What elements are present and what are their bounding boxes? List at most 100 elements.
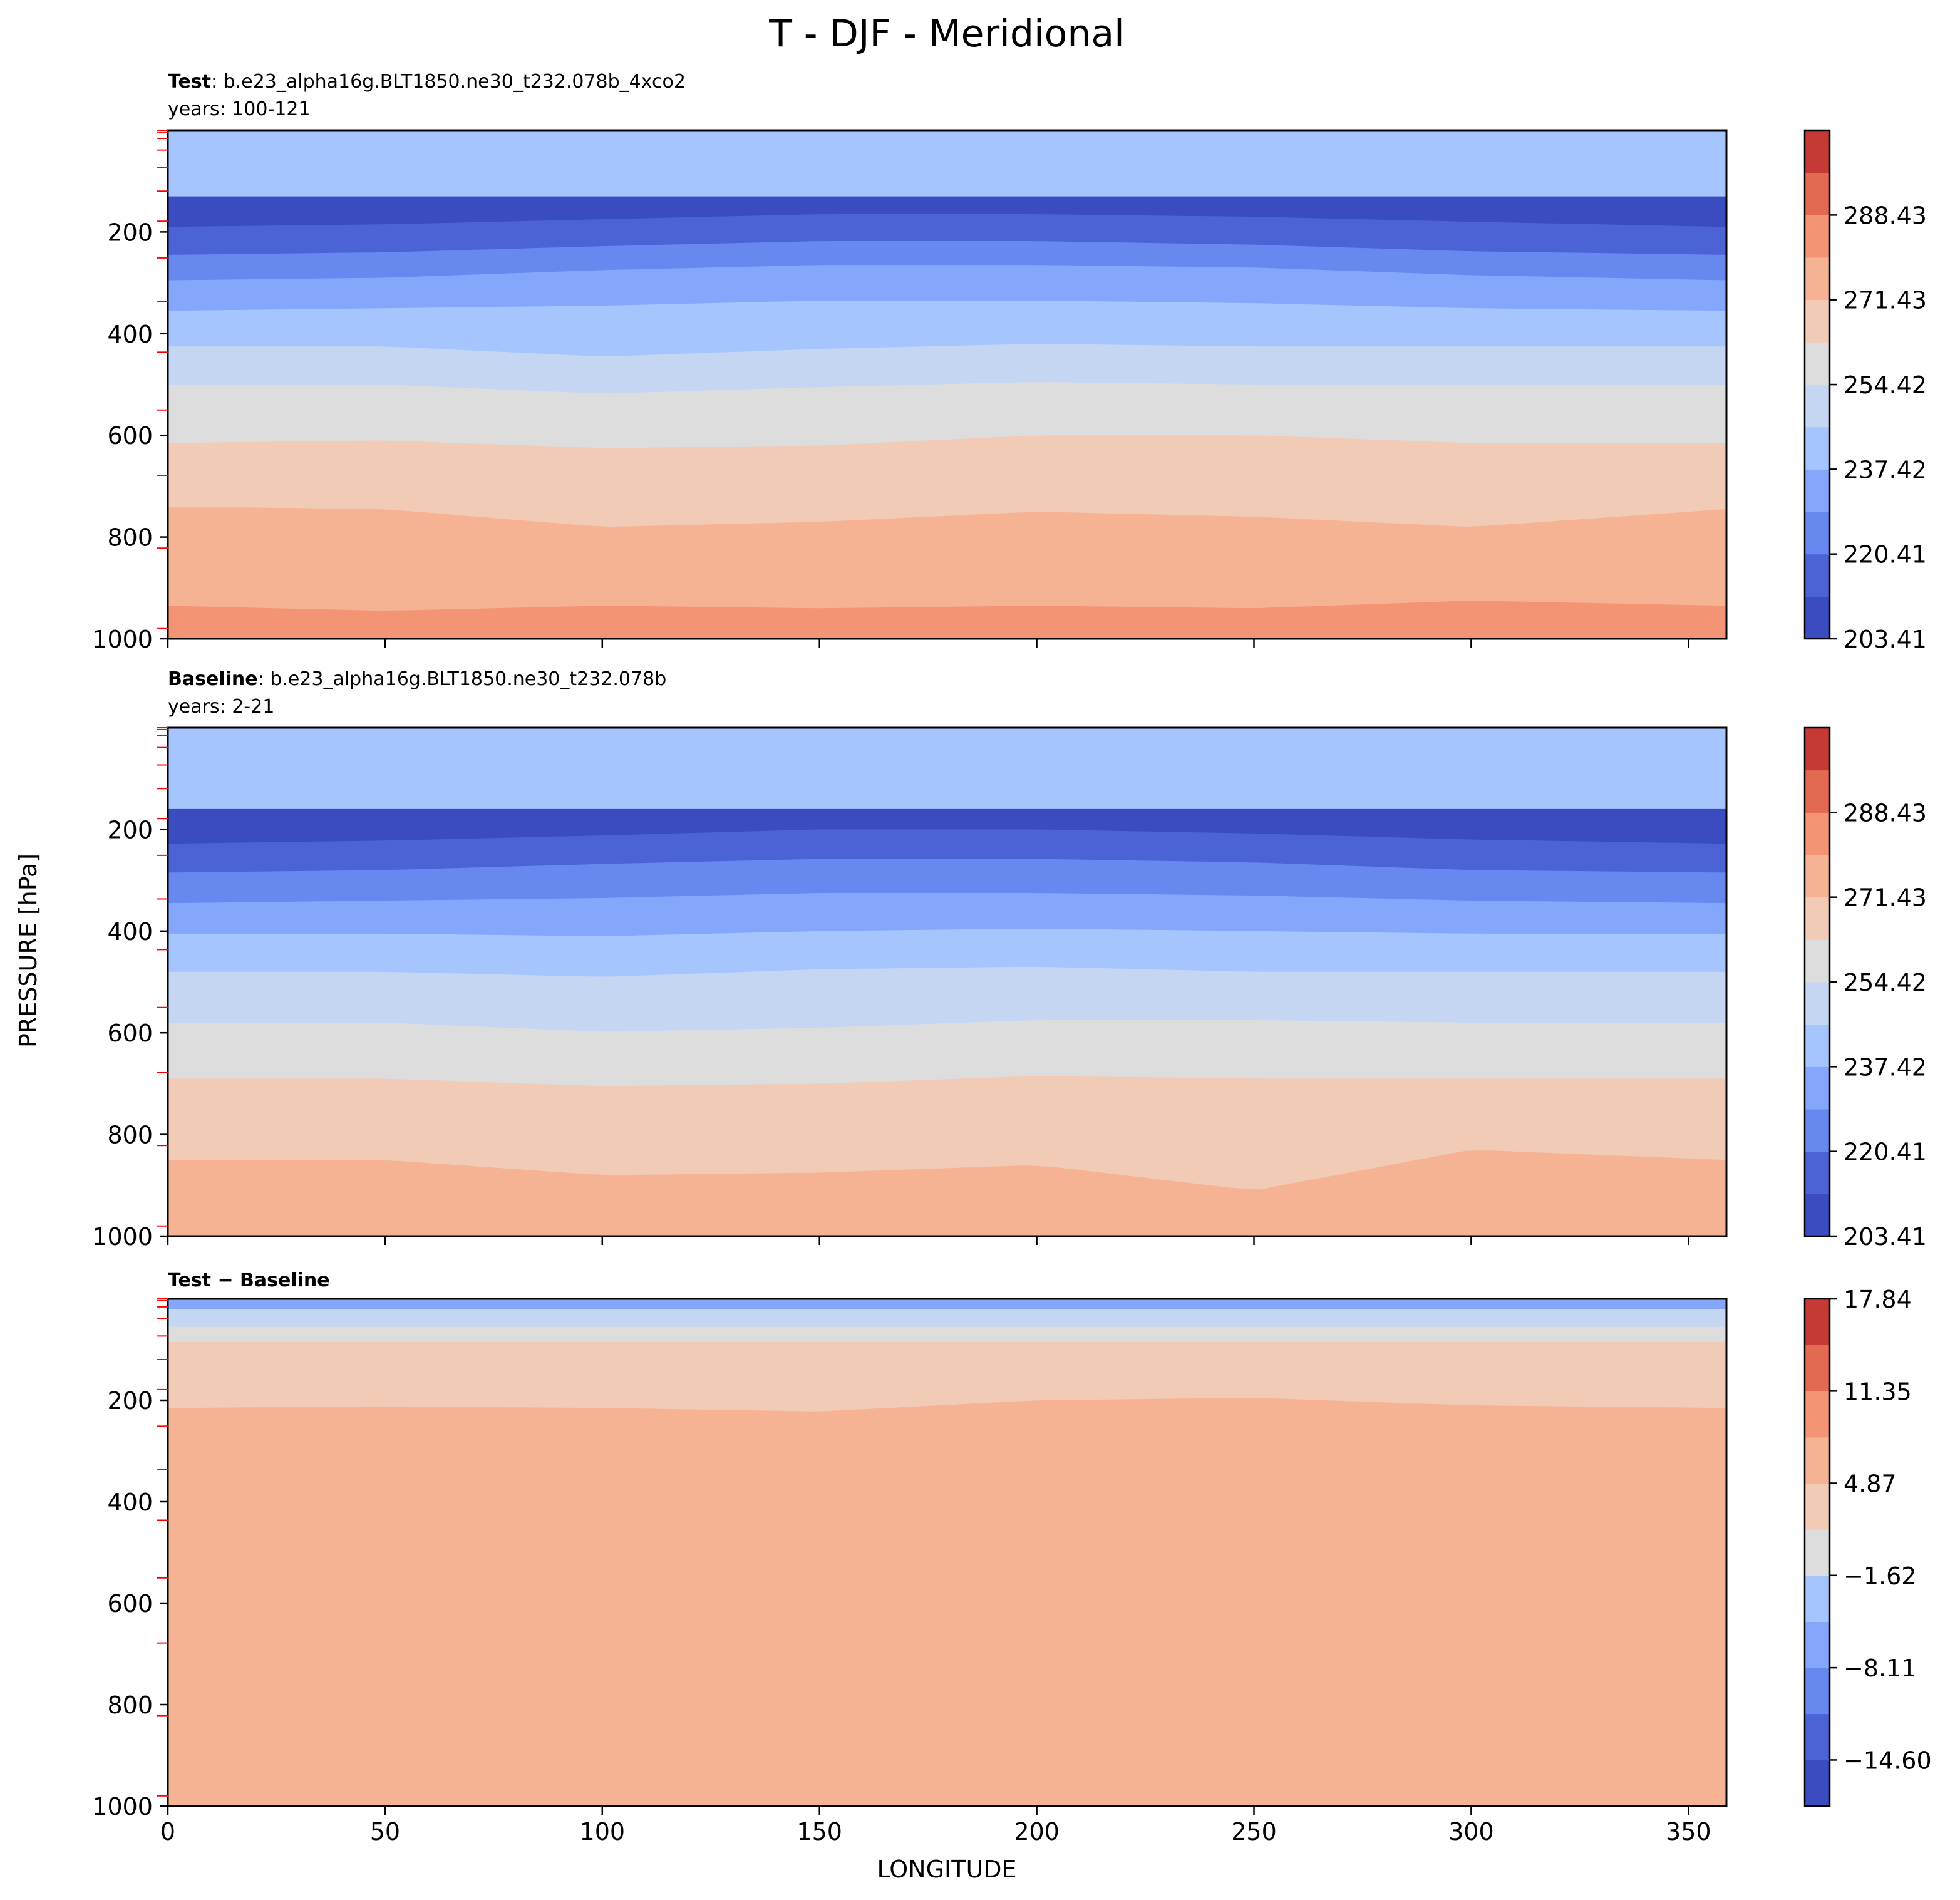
colorbar-segment	[1805, 426, 1830, 470]
y-tick-label: 800	[107, 1691, 153, 1719]
panel-years: years: 100-121	[168, 98, 311, 120]
colorbar-segment	[1805, 511, 1830, 555]
colorbar-tick-label: −1.62	[1844, 1562, 1916, 1590]
y-axis-label: PRESSURE [hPa]	[14, 854, 42, 1048]
y-tick-label: 600	[107, 1020, 153, 1047]
colorbar-frame	[1803, 1298, 1831, 1807]
colorbar-tick-label: 271.43	[1844, 884, 1927, 912]
colorbar-tick-label: 4.87	[1844, 1470, 1897, 1497]
y-tick-label: 1000	[92, 1223, 153, 1251]
y-tick-label: 800	[107, 1122, 153, 1149]
x-tick-label: 300	[1448, 1818, 1494, 1846]
y-tick-label: 400	[107, 321, 153, 348]
y-tick-label: 600	[107, 422, 153, 450]
colorbar-segment	[1805, 1529, 1830, 1576]
contour-field	[168, 1299, 1726, 1806]
panel-case-name: : b.e23_alpha16g.BLT1850.ne30_t232.078b	[258, 668, 667, 690]
colorbar-segment	[1805, 812, 1830, 855]
colorbar-segment	[1805, 1437, 1830, 1484]
colorbar-segment	[1805, 1299, 1830, 1346]
colorbar-segment	[1805, 299, 1830, 343]
colorbar-segment	[1805, 1066, 1830, 1110]
colorbar-tick-label: 203.41	[1844, 1223, 1927, 1251]
x-tick-label: 350	[1666, 1818, 1711, 1846]
colorbar-tick-label: 254.42	[1844, 371, 1927, 399]
colorbar-segment	[1805, 1024, 1830, 1067]
colorbar-tick-label: 17.84	[1844, 1286, 1912, 1313]
figure-title: T - DJF - Meridional	[768, 12, 1125, 56]
y-tick-label: 400	[107, 918, 153, 946]
colorbar-tick-label: 288.43	[1844, 799, 1927, 827]
y-tick-label: 200	[107, 1387, 153, 1415]
colorbar-tick-label: −14.60	[1844, 1747, 1932, 1774]
colorbar-segment	[1805, 1483, 1830, 1530]
plot-frame	[167, 726, 1728, 1237]
panel-difference: 200 400 600 800 1000 0 50 100 150 200 250 300 350 Tes…	[92, 1269, 1931, 1846]
panel-case-name: : b.e23_alpha16g.BLT1850.ne30_t232.078b_…	[211, 71, 686, 93]
colorbar-tick-label: 237.42	[1844, 1053, 1927, 1081]
panel-years: years: 2-21	[168, 696, 274, 718]
colorbar-segment	[1805, 1713, 1830, 1760]
colorbar-segment	[1805, 554, 1830, 597]
colorbar-segment	[1805, 1194, 1830, 1237]
colorbar-segment	[1805, 1668, 1830, 1715]
x-axis-label: LONGITUDE	[877, 1856, 1016, 1883]
colorbar-segment	[1805, 1345, 1830, 1391]
colorbar-segment	[1805, 1760, 1830, 1807]
x-tick-label: 100	[580, 1818, 626, 1846]
colorbar-tick-label: 11.35	[1844, 1378, 1912, 1405]
panel-test: 200 400 600 800 1000 Test: b.e23_alpha16g.BLT…	[92, 71, 1927, 653]
colorbar-segment	[1805, 257, 1830, 301]
contour-field	[168, 728, 1726, 1236]
colorbar-tick-label: 220.41	[1844, 1138, 1927, 1166]
colorbar-tick-label: 288.43	[1844, 202, 1927, 229]
contour-field	[168, 130, 1726, 639]
colorbar-segment	[1805, 1621, 1830, 1668]
x-tick-label: 50	[370, 1818, 400, 1846]
x-tick-label: 200	[1014, 1818, 1060, 1846]
y-tick-label: 400	[107, 1489, 153, 1516]
y-tick-label: 600	[107, 1590, 153, 1618]
contour-band	[168, 1398, 1726, 1806]
colorbar-segment	[1805, 897, 1830, 940]
x-tick-label: 250	[1231, 1818, 1277, 1846]
contour-band	[168, 1150, 1726, 1236]
y-tick-label: 1000	[92, 626, 153, 653]
colorbar-segment	[1805, 172, 1830, 215]
colorbar-segment	[1805, 130, 1830, 173]
y-tick-label: 1000	[92, 1793, 153, 1820]
panel-case-line: Test − Baseline	[168, 1269, 330, 1291]
colorbar-tick-label: −8.11	[1844, 1655, 1916, 1682]
colorbar-segment	[1805, 728, 1830, 771]
colorbar-segment	[1805, 1575, 1830, 1623]
colorbar-tick-label: 220.41	[1844, 541, 1927, 569]
colorbar-segment	[1805, 1391, 1830, 1438]
colorbar-segment	[1805, 1108, 1830, 1152]
y-tick-label: 200	[107, 219, 153, 246]
colorbar-segment	[1805, 982, 1830, 1025]
colorbar-segment	[1805, 342, 1830, 385]
colorbar-segment	[1805, 939, 1830, 983]
colorbar-segment	[1805, 385, 1830, 428]
y-tick-label: 800	[107, 524, 153, 552]
x-tick-label: 150	[797, 1818, 842, 1846]
colorbar-segment	[1805, 855, 1830, 898]
panel-case-line: Test: b.e23_alpha16g.BLT1850.ne30_t232.0…	[168, 71, 686, 93]
y-tick-label: 200	[107, 816, 153, 844]
colorbar-segment	[1805, 1151, 1830, 1194]
x-tick-label: 0	[160, 1818, 175, 1846]
panel-case-label: Baseline	[168, 668, 258, 690]
colorbar-segment	[1805, 596, 1830, 639]
colorbar-tick-label: 254.42	[1844, 969, 1927, 996]
colorbar-tick-label: 203.41	[1844, 626, 1927, 653]
panel-case-label: Test − Baseline	[168, 1269, 330, 1291]
contour-band	[168, 601, 1726, 639]
colorbar-tick-label: 237.42	[1844, 456, 1927, 483]
plot-frame	[167, 1298, 1728, 1807]
colorbar-segment	[1805, 469, 1830, 512]
panel-case-line: Baseline: b.e23_alpha16g.BLT1850.ne30_t2…	[168, 668, 666, 690]
panel-baseline: 200 400 600 800 1000 Baseline: b.e23_alpha16g…	[92, 668, 1927, 1251]
plot-frame	[167, 129, 1728, 640]
panel-case-label: Test	[168, 71, 211, 93]
